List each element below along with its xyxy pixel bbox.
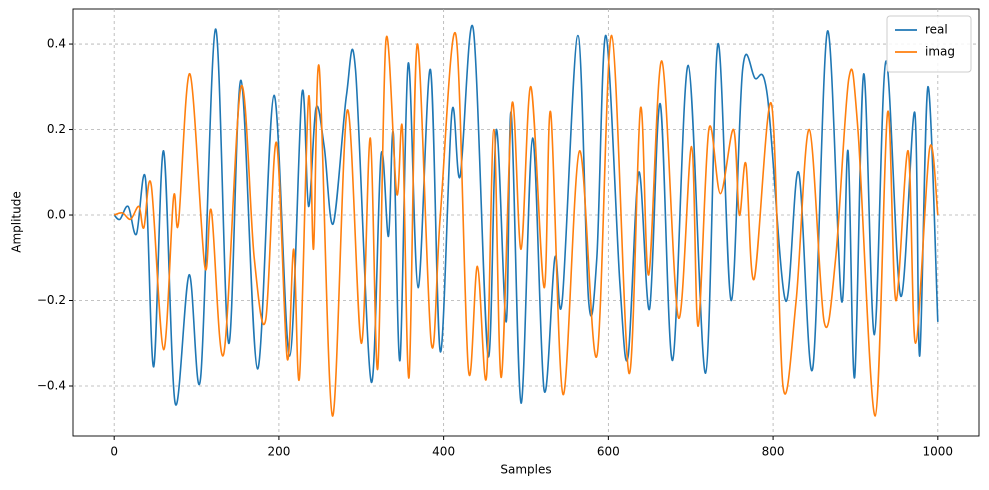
legend-label: imag (925, 45, 955, 59)
plot-frame (72, 8, 980, 437)
legend-label: real (925, 23, 948, 37)
y-tick-label: −0.2 (37, 293, 66, 307)
x-tick-label: 0 (110, 445, 118, 459)
y-axis-label: Amplitude (10, 191, 24, 253)
y-tick-label: 0.2 (47, 122, 66, 136)
line-series (113, 24, 939, 406)
x-tick-label: 200 (267, 445, 290, 459)
y-tick-label: 0.4 (47, 37, 66, 51)
x-axis-label: Samples (500, 463, 551, 477)
y-tick-label: −0.4 (37, 378, 66, 392)
y-tick-label: 0.0 (47, 208, 66, 222)
x-tick-label: 400 (432, 445, 455, 459)
line-series (113, 31, 939, 417)
x-tick-label: 1000 (923, 445, 954, 459)
x-tick-label: 800 (762, 445, 785, 459)
x-tick-label: 600 (597, 445, 620, 459)
